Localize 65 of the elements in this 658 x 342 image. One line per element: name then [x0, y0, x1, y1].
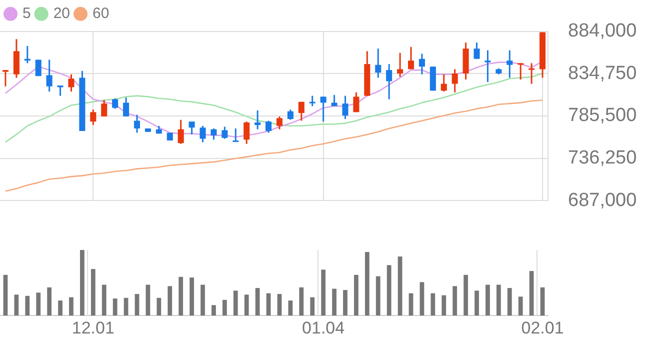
bar: [540, 287, 545, 316]
bar: [14, 294, 19, 316]
bar: [36, 292, 41, 316]
bar: [420, 282, 424, 316]
bar: [168, 286, 172, 316]
bar: [376, 276, 380, 316]
bar: [124, 298, 128, 316]
bar: [58, 300, 62, 316]
y-tick-label: 687,000: [568, 190, 637, 211]
candlestick: [518, 63, 524, 80]
bar: [156, 298, 162, 316]
candlestick: [232, 128, 239, 142]
bar: [529, 270, 534, 316]
bar: [200, 284, 205, 316]
bar: [343, 290, 348, 316]
bar: [69, 297, 74, 316]
x-tick-label: 12.01: [72, 318, 114, 338]
legend-label: 5: [22, 5, 31, 22]
bar: [486, 284, 490, 316]
bar: [134, 294, 140, 316]
bar: [310, 297, 315, 316]
y-tick-label: 884,000: [568, 20, 637, 42]
bar: [398, 256, 402, 316]
bar: [277, 294, 282, 316]
x-tick-label: 01.04: [302, 318, 345, 338]
y-tick-label: 785,500: [568, 105, 637, 126]
bar: [178, 276, 184, 316]
bar: [233, 290, 238, 316]
candlestick: [484, 50, 491, 82]
bar: [212, 305, 216, 316]
y-tick-label: 736,250: [568, 148, 637, 169]
y-tick-label: 834,750: [568, 62, 637, 84]
bar: [255, 288, 260, 316]
bar: [288, 300, 293, 316]
bar: [321, 270, 326, 316]
bar: [332, 288, 336, 316]
bar: [266, 293, 271, 316]
bar: [474, 290, 479, 316]
bar: [442, 295, 446, 316]
x-tick-label: 02.01: [521, 318, 564, 338]
bar: [112, 298, 118, 316]
bar: [430, 293, 436, 316]
bar: [364, 252, 370, 316]
legend-label: 60: [92, 5, 110, 22]
bar: [146, 284, 150, 316]
legend-label: 20: [53, 5, 70, 22]
bar: [408, 293, 414, 316]
bar: [496, 284, 501, 316]
bar: [354, 274, 358, 316]
bar: [507, 288, 512, 316]
bar: [222, 300, 227, 316]
candlestick: [528, 63, 535, 84]
bar: [386, 265, 392, 316]
bar: [452, 286, 458, 316]
bar: [80, 250, 84, 316]
bar: [3, 274, 8, 316]
bar: [464, 274, 468, 316]
bar: [25, 296, 30, 316]
bar: [518, 296, 523, 316]
bar: [90, 269, 96, 316]
bar: [102, 284, 106, 316]
bar: [190, 278, 194, 316]
bar: [299, 287, 304, 316]
bar: [244, 294, 249, 316]
bar: [47, 287, 52, 316]
